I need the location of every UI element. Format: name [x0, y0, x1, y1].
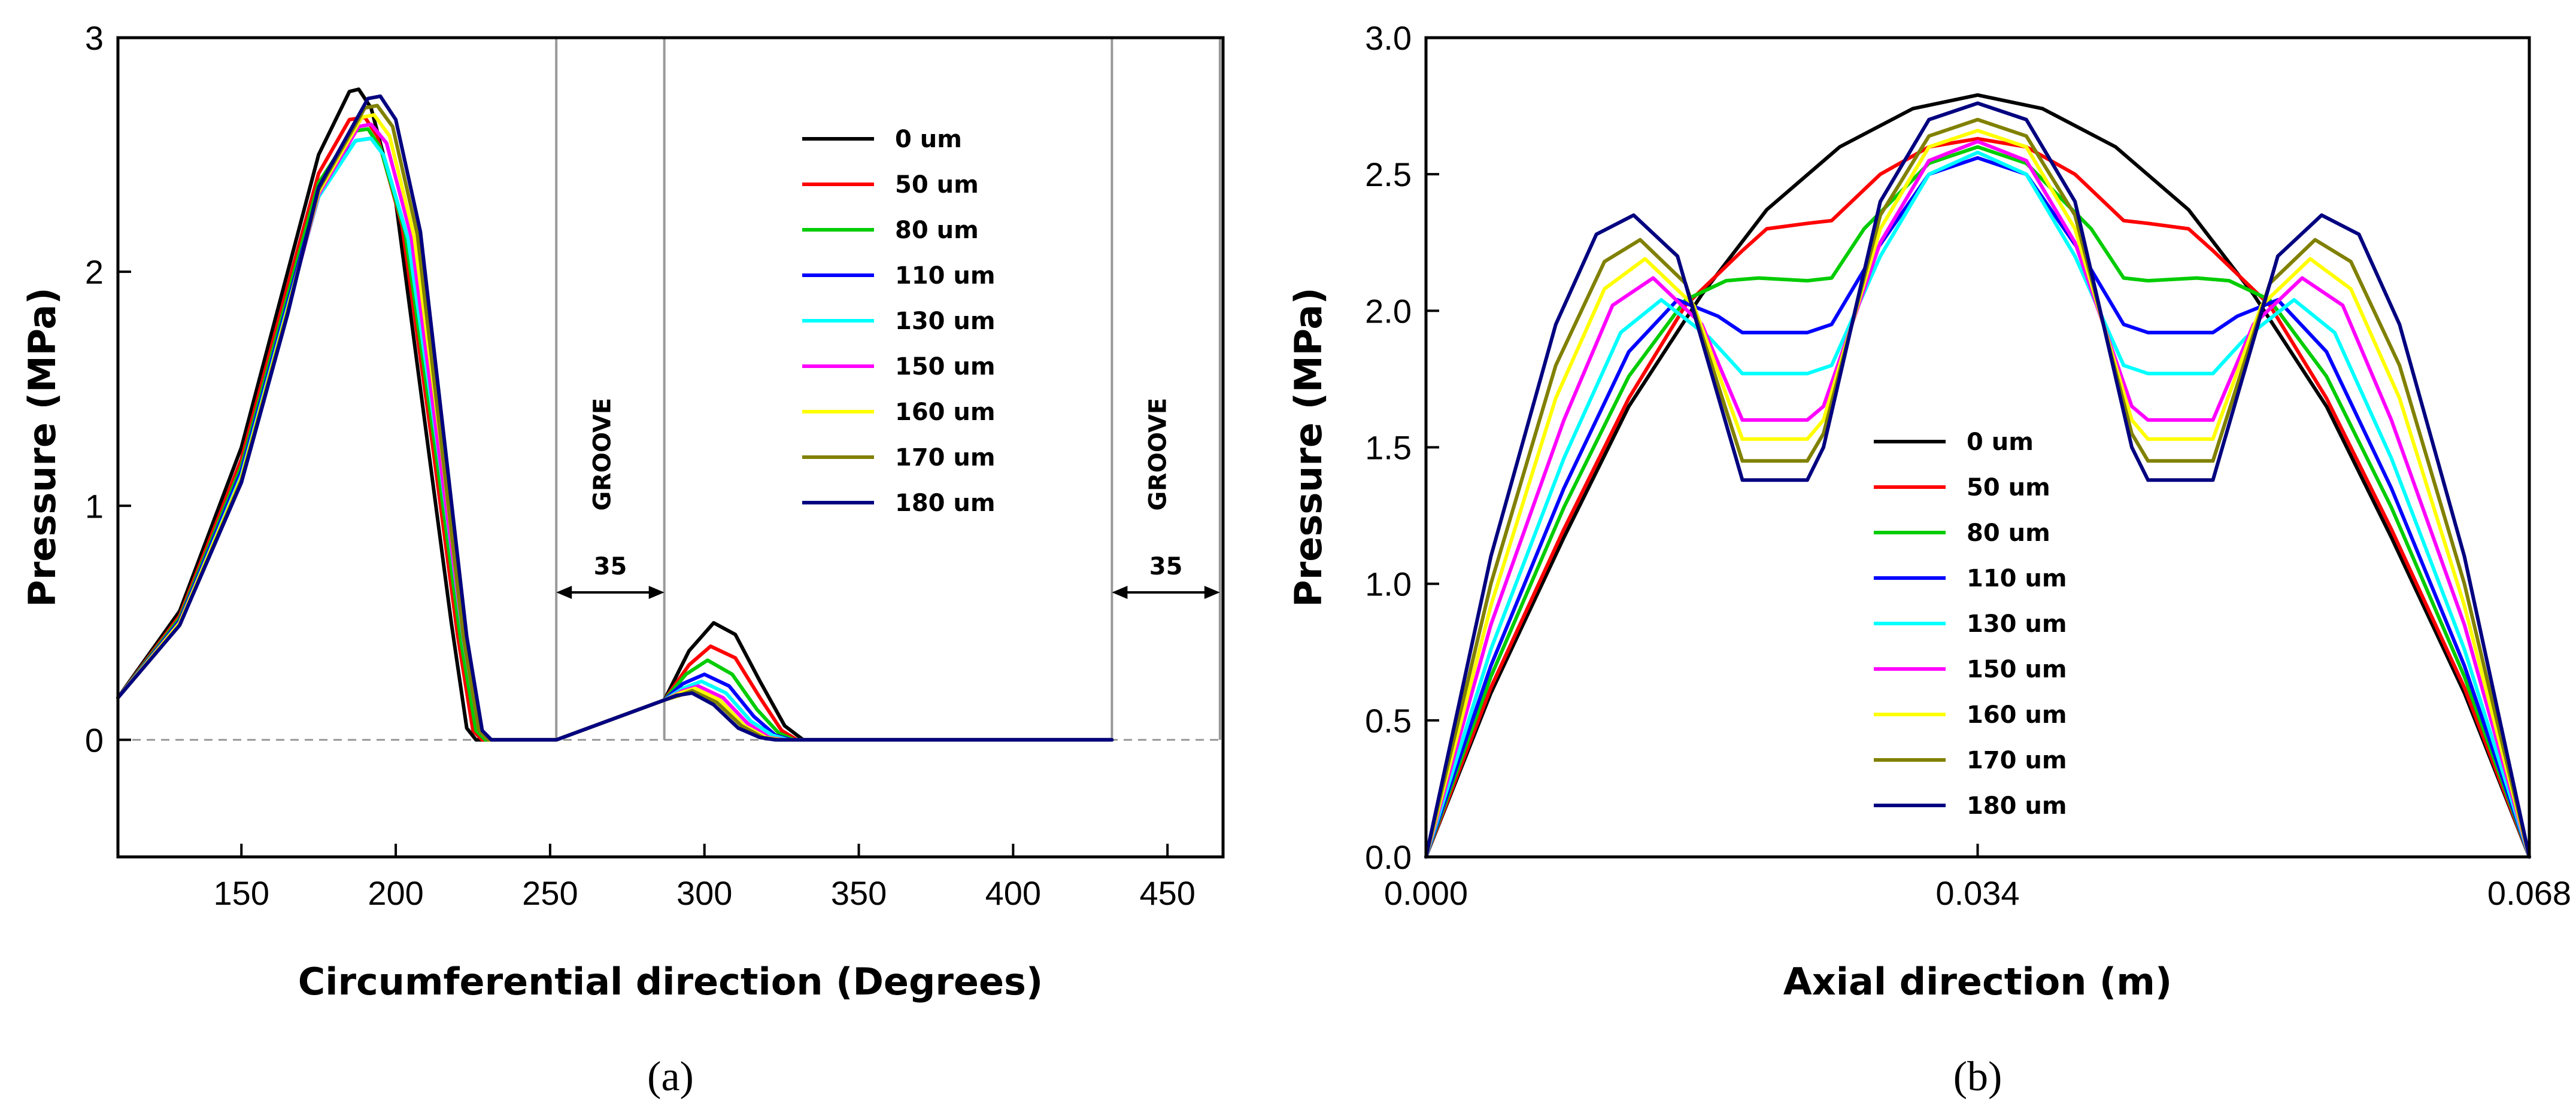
x-tick-label: 0.000: [1384, 874, 1468, 912]
panel-a-y-axis-title: Pressure (MPa): [20, 287, 64, 607]
panel-b-ticks: 0.000 0.034 0.068 0.0 0.5 1.0 1.5 2.0 2.5 3.0: [1365, 19, 2571, 912]
y-tick-label: 2.0: [1365, 292, 1412, 330]
y-tick-label: 1.0: [1365, 565, 1412, 603]
series-line: [1424, 145, 2531, 859]
x-tick-label: 400: [985, 874, 1041, 912]
x-tick-label: 450: [1139, 874, 1195, 912]
x-tick-label: 300: [676, 874, 732, 912]
series-line: [116, 127, 1114, 742]
legend-label: 80 um: [1967, 519, 2050, 547]
legend-label: 180 um: [895, 489, 996, 517]
legend-label: 150 um: [895, 353, 996, 381]
legend-label: 0 um: [895, 126, 962, 153]
series-line: [1424, 117, 2531, 859]
panel-a-plot-frame: [116, 36, 1225, 859]
series-line: [116, 115, 1114, 742]
y-tick-label: 1.5: [1365, 429, 1412, 467]
arrow-head: [1112, 586, 1128, 600]
y-tick-label: 2: [85, 253, 104, 291]
x-tick-label: 0.034: [1935, 874, 2019, 912]
series-line: [1424, 101, 2531, 859]
panel-b-chart: 0.000 0.034 0.068 0.0 0.5 1.0 1.5 2.0 2.5 3.0 Axi…: [1287, 19, 2571, 1100]
groove-label: GROOVE: [1145, 398, 1172, 511]
legend-label: 160 um: [895, 399, 996, 426]
panel-a-legend: 0 um 50 um 80 um 110 um 130 um 150 um 160 um 17…: [802, 126, 996, 517]
panel-a-caption: (a): [647, 1054, 694, 1100]
legend-label: 110 um: [1967, 565, 2067, 592]
y-tick-label: 0: [85, 721, 104, 759]
series-line: [1424, 129, 2531, 859]
panel-b-y-axis-title: Pressure (MPa): [1287, 287, 1330, 607]
y-tick-label: 3.0: [1365, 19, 1412, 57]
x-tick-label: 200: [368, 874, 423, 912]
x-tick-label: 250: [522, 874, 578, 912]
y-tick-label: 0.5: [1365, 702, 1412, 740]
legend-label: 170 um: [895, 444, 996, 472]
x-tick-label: 0.068: [2487, 874, 2571, 912]
x-tick-label: 350: [831, 874, 887, 912]
legend-label: 50 um: [895, 171, 979, 199]
panel-a-x-axis-title: Circumferential direction (Degrees): [298, 960, 1043, 1003]
legend-label: 130 um: [895, 308, 996, 335]
y-tick-label: 3: [85, 19, 104, 57]
arrow-head: [648, 586, 665, 600]
panel-a-annotation-layer: 35 GROOVE 35 GROOVE: [118, 38, 1223, 741]
legend-label: 170 um: [1967, 747, 2067, 774]
x-tick-label: 150: [214, 874, 269, 912]
series-line: [1424, 156, 2531, 859]
panel-b-series-layer: [1424, 93, 2531, 859]
legend-label: 0 um: [1967, 428, 2034, 456]
legend-label: 50 um: [1967, 474, 2050, 501]
panel-b-caption: (b): [1953, 1054, 2002, 1100]
series-line: [116, 87, 1114, 742]
y-tick-label: 2.5: [1365, 156, 1412, 193]
panel-b-legend: 0 um 50 um 80 um 110 um 130 um 150 um 160 um 17…: [1874, 428, 2067, 820]
legend-label: 80 um: [895, 217, 979, 244]
series-line: [1424, 139, 2531, 859]
y-tick-label: 0.0: [1365, 838, 1412, 876]
groove-width-label: 35: [594, 553, 627, 580]
legend-label: 180 um: [1967, 792, 2067, 820]
series-line: [1424, 136, 2531, 859]
panel-b-x-axis-title: Axial direction (m): [1783, 960, 2172, 1003]
groove-width-label: 35: [1149, 553, 1183, 580]
panel-a-ticks: 150 200 250 300 350 400 450 0 1 2 3: [85, 19, 1196, 912]
legend-label: 110 um: [895, 262, 996, 290]
series-line: [1424, 150, 2531, 859]
arrow-head: [556, 586, 572, 600]
series-line: [116, 94, 1114, 742]
groove-label: GROOVE: [588, 398, 616, 511]
arrow-head: [1204, 586, 1220, 600]
series-line: [1424, 93, 2531, 859]
legend-label: 150 um: [1967, 656, 2067, 683]
legend-label: 160 um: [1967, 701, 2067, 729]
panel-a-series-layer: [116, 87, 1114, 742]
legend-label: 130 um: [1967, 610, 2067, 638]
y-tick-label: 1: [85, 487, 104, 525]
